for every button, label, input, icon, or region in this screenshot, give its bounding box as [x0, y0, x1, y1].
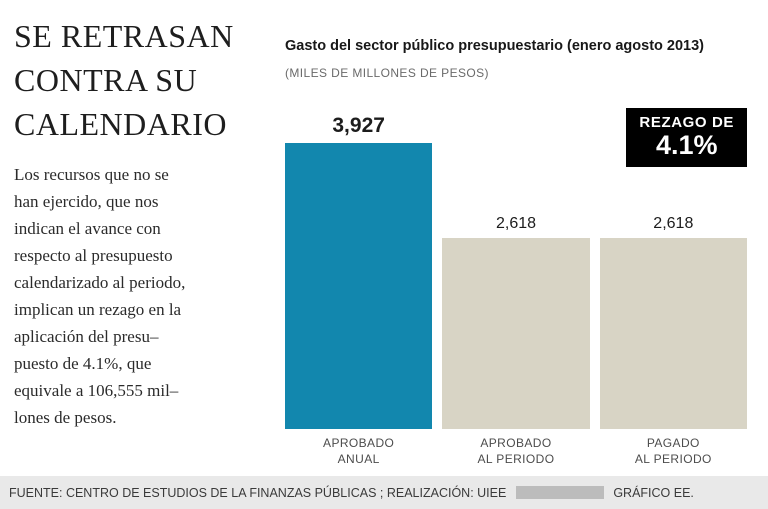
bar-value-label: 2,618 [495, 215, 537, 232]
intro-line: lones de pesos. [14, 408, 117, 427]
page-title-line: CALENDARIO [14, 106, 227, 142]
bar-column: 2,618 [442, 114, 590, 429]
left-panel: SE RETRASAN CONTRA SU CALENDARIO Los rec… [14, 14, 272, 431]
bar-column: 2,618 [599, 114, 747, 429]
category-label-line: AL PERIODO [477, 452, 555, 466]
footer-source-text: FUENTE: CENTRO DE ESTUDIOS DE LA FINANZA… [9, 485, 507, 500]
category-label-line: PAGADO [646, 436, 700, 450]
intro-line: han ejercido, que nos [14, 192, 159, 211]
page-title-line: SE RETRASAN [14, 18, 234, 54]
bar-value-label: 2,618 [653, 215, 694, 232]
category-label: PAGADO AL PERIODO [600, 435, 747, 467]
category-labels: APROBADO ANUAL APROBADO AL PERIODO PAGADO AL … [285, 435, 747, 467]
bar [442, 238, 590, 429]
rezago-badge-value: 4.1% [655, 130, 718, 160]
chart-title: Gasto del sector público presupuestario … [285, 38, 704, 54]
intro-line: puesto de 4.1%, que [14, 354, 152, 373]
category-label: APROBADO ANUAL [285, 435, 432, 467]
rezago-badge-label: REZAGO DE [639, 114, 734, 131]
footer-bar: FUENTE: CENTRO DE ESTUDIOS DE LA FINANZA… [0, 476, 768, 509]
category-label-line: APROBADO [480, 436, 552, 450]
bar [599, 238, 747, 429]
intro-line: respecto al presupuesto [14, 246, 173, 265]
chart-subtitle: (MILES DE MILLONES DE PESOS) [285, 66, 489, 80]
intro-line: implican un rezago en la [14, 300, 182, 319]
bar-chart: Gasto del sector público presupuestario … [285, 30, 747, 470]
bar-column: 3,927 [285, 114, 433, 429]
bar-value-label: 3,927 [332, 114, 385, 137]
category-label: APROBADO AL PERIODO [442, 435, 589, 467]
page-title: SE RETRASAN CONTRA SU CALENDARIO [14, 14, 272, 146]
bar [285, 143, 433, 429]
intro-line: Los recursos que no se [14, 165, 169, 184]
category-label-line: APROBADO [323, 436, 395, 450]
category-label-line: ANUAL [337, 452, 380, 466]
footer-credit-text: GRÁFICO EE. [613, 485, 694, 500]
rezago-badge: REZAGO DE 4.1% [626, 108, 747, 167]
intro-line: calendarizado al periodo, [14, 273, 186, 292]
intro-paragraph: Los recursos que no se han ejercido, que … [14, 161, 272, 431]
intro-line: indican el avance con [14, 219, 161, 238]
redacted-logo [516, 486, 605, 499]
page-title-line: CONTRA SU [14, 62, 198, 98]
bars-plot-area: 3,927 2,618 2,618 [285, 114, 747, 429]
category-label-line: AL PERIODO [634, 452, 712, 466]
intro-line: equivale a 106,555 mil– [14, 381, 179, 400]
intro-line: aplicación del presu– [14, 327, 159, 346]
